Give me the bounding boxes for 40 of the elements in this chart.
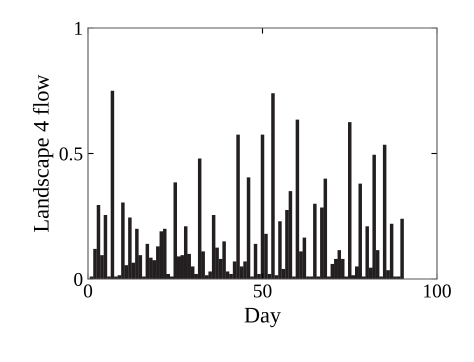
x-tick-label: 50	[254, 284, 272, 298]
bar	[146, 244, 150, 279]
x-axis-title: Day	[244, 308, 281, 328]
bar	[278, 221, 282, 279]
bar	[160, 231, 164, 279]
bar	[324, 178, 328, 279]
bar	[174, 182, 177, 279]
bar	[222, 241, 226, 279]
bar	[184, 226, 188, 279]
bar	[96, 204, 100, 279]
bar	[236, 134, 240, 279]
bar	[382, 144, 386, 279]
bar	[338, 250, 342, 279]
bar	[163, 228, 167, 279]
bar	[104, 214, 108, 279]
y-tick-label: 0.5	[60, 147, 82, 161]
bar	[271, 93, 275, 279]
bar	[400, 218, 404, 279]
bar	[390, 224, 394, 279]
bar	[135, 228, 139, 279]
bar	[313, 204, 317, 279]
bar	[110, 90, 114, 279]
bar	[288, 191, 292, 279]
bar	[212, 214, 216, 279]
y-tick-label: 0	[74, 272, 82, 286]
bar	[358, 184, 362, 279]
bar	[372, 154, 376, 279]
bar	[246, 177, 250, 279]
y-tick-label: 1	[75, 22, 82, 35]
bar	[296, 120, 300, 279]
bar	[348, 122, 352, 279]
bar	[365, 226, 369, 279]
y-axis-title: Landscape 4 flow	[32, 74, 54, 232]
bar	[198, 158, 202, 279]
bar	[121, 202, 125, 279]
x-tick-label: 0	[84, 284, 92, 298]
bar	[302, 238, 306, 279]
bar	[128, 218, 132, 279]
x-tick-label: 100	[424, 284, 451, 298]
bar	[254, 244, 258, 279]
